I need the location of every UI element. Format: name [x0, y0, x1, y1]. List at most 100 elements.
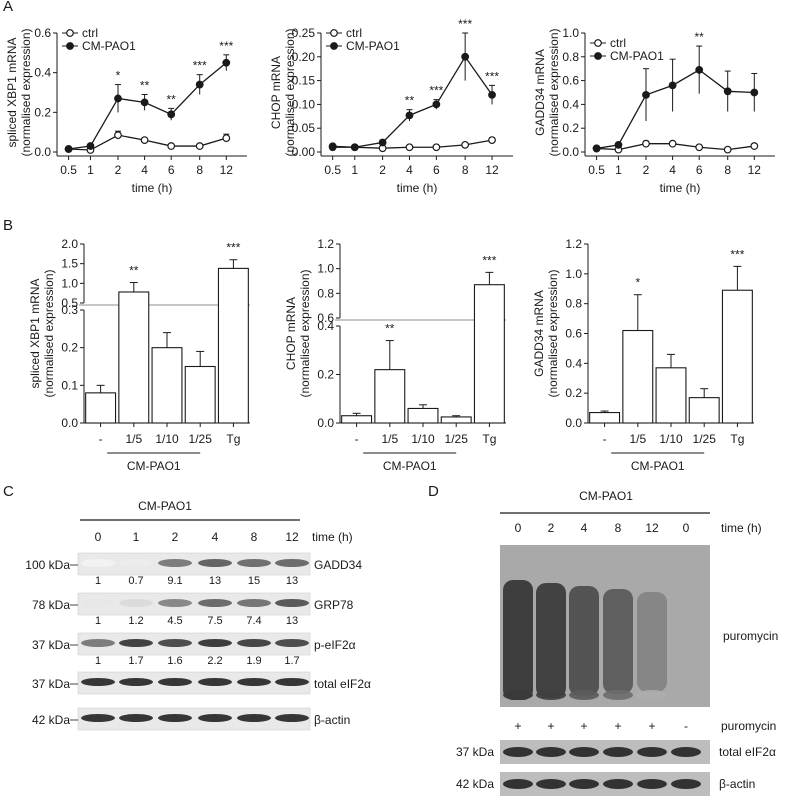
data-point-CM-PAO1	[195, 80, 204, 89]
blot-band	[119, 599, 153, 607]
puromycin-sign: +	[547, 719, 554, 733]
data-point-CM-PAO1	[350, 143, 359, 152]
data-point-CM-PAO1	[695, 65, 704, 74]
legend-label: ctrl	[610, 36, 626, 50]
blot-band	[198, 678, 232, 686]
bar	[721, 289, 753, 424]
blot-band	[198, 639, 232, 647]
significance-label: **	[405, 94, 415, 108]
data-point-CM-PAO1	[140, 98, 149, 107]
blot-band	[536, 779, 566, 789]
x-tick-label: 1/5	[125, 432, 142, 446]
y-axis-label-2: (normalised expression)	[19, 28, 33, 156]
panel-label-b: B	[3, 217, 14, 234]
time-axis-label: time (h)	[721, 521, 762, 535]
protein-label: total eIF2α	[719, 745, 776, 759]
significance-label: **	[695, 30, 705, 44]
blot-band	[81, 714, 115, 722]
blot-band	[637, 747, 667, 757]
bar	[217, 267, 249, 424]
y-axis-label: CHOP mRNA	[284, 297, 298, 370]
bar	[151, 347, 183, 424]
y-tick-label: 1.2	[317, 237, 334, 251]
data-point-ctrl	[642, 139, 650, 148]
y-tick-label: 0.2	[317, 368, 334, 382]
y-tick-label: 1.0	[565, 267, 582, 281]
x-tick-label: 1/25	[693, 432, 717, 446]
quant-value: 1.2	[128, 615, 143, 627]
data-point-ctrl	[723, 145, 732, 154]
mw-label: 37 kDa	[32, 677, 70, 691]
bar	[622, 329, 654, 424]
data-point-CM-PAO1	[668, 81, 677, 90]
y-tick-label: 0.10	[292, 97, 316, 111]
panel-label-d: D	[428, 483, 439, 500]
time-label: 4	[212, 530, 219, 544]
blot-lane-strip	[77, 552, 311, 576]
time-label: 0	[515, 521, 522, 535]
group-label: CM-PAO1	[127, 459, 181, 473]
puromycin-sign: +	[648, 719, 655, 733]
blot-band	[158, 599, 192, 607]
y-tick-label: 0.20	[292, 50, 316, 64]
legend-marker	[66, 42, 74, 50]
x-axis-label: time (h)	[660, 181, 701, 195]
mw-label: 100 kDa	[25, 558, 70, 572]
x-tick-label: -	[99, 432, 103, 446]
y-tick-label: 0.2	[34, 105, 51, 119]
panel-d-header: CM-PAO1	[579, 489, 633, 503]
time-label: 2	[548, 521, 555, 535]
puromycin-sign: +	[580, 719, 587, 733]
legend-marker	[330, 42, 338, 50]
x-tick-label: 8	[462, 163, 469, 177]
blot-band	[198, 714, 232, 722]
significance-label: **	[129, 264, 139, 278]
y-tick-label: 0.6	[34, 26, 51, 40]
blot-band	[81, 559, 115, 567]
quant-value: 1.7	[128, 655, 143, 667]
y-tick-label: 0.4	[34, 66, 51, 80]
group-label: CM-PAO1	[631, 459, 685, 473]
y-tick-label: 0.3	[61, 303, 78, 317]
blot-band	[158, 639, 192, 647]
data-point-CM-PAO1	[461, 52, 470, 61]
y-axis-label: GADD34 mRNA	[533, 49, 547, 136]
quant-value: 1.7	[284, 655, 299, 667]
x-tick-label: 6	[168, 163, 175, 177]
data-point-CM-PAO1	[328, 142, 337, 151]
time-label: 2	[172, 530, 179, 544]
x-tick-label: 1	[615, 163, 622, 177]
bar	[407, 407, 439, 424]
y-tick-label: 0.25	[292, 26, 316, 40]
x-tick-label: 6	[696, 163, 703, 177]
quant-value: 7.5	[207, 615, 222, 627]
legend-label: ctrl	[346, 26, 362, 40]
quant-value: 13	[209, 575, 221, 587]
data-point-CM-PAO1	[378, 138, 387, 147]
y-tick-label: 0.0	[565, 416, 582, 430]
blot-band	[237, 599, 271, 607]
significance-label: ***	[485, 69, 499, 83]
puromycin-band	[536, 690, 566, 700]
significance-label: ***	[193, 59, 207, 73]
y-tick-label: 1.5	[61, 257, 78, 271]
y-tick-label: 0.2	[61, 341, 78, 355]
blot-band	[275, 559, 309, 567]
y-tick-label: 0.5	[61, 296, 78, 310]
bar	[473, 284, 505, 424]
blot-lane-strip	[77, 671, 311, 695]
x-tick-label: 8	[196, 163, 203, 177]
bar	[118, 291, 150, 424]
x-tick-label: -	[603, 432, 607, 446]
quant-value: 13	[286, 575, 298, 587]
bar	[688, 397, 720, 424]
blot-band	[603, 779, 633, 789]
bar	[440, 416, 472, 424]
x-tick-label: 1/10	[155, 432, 179, 446]
quant-value: 1.9	[246, 655, 261, 667]
y-tick-label: 0.8	[565, 297, 582, 311]
protein-label: total eIF2α	[314, 677, 371, 691]
data-point-CM-PAO1	[488, 90, 496, 99]
x-tick-label: 2	[643, 163, 650, 177]
y-tick-label: 0.0	[34, 145, 51, 159]
